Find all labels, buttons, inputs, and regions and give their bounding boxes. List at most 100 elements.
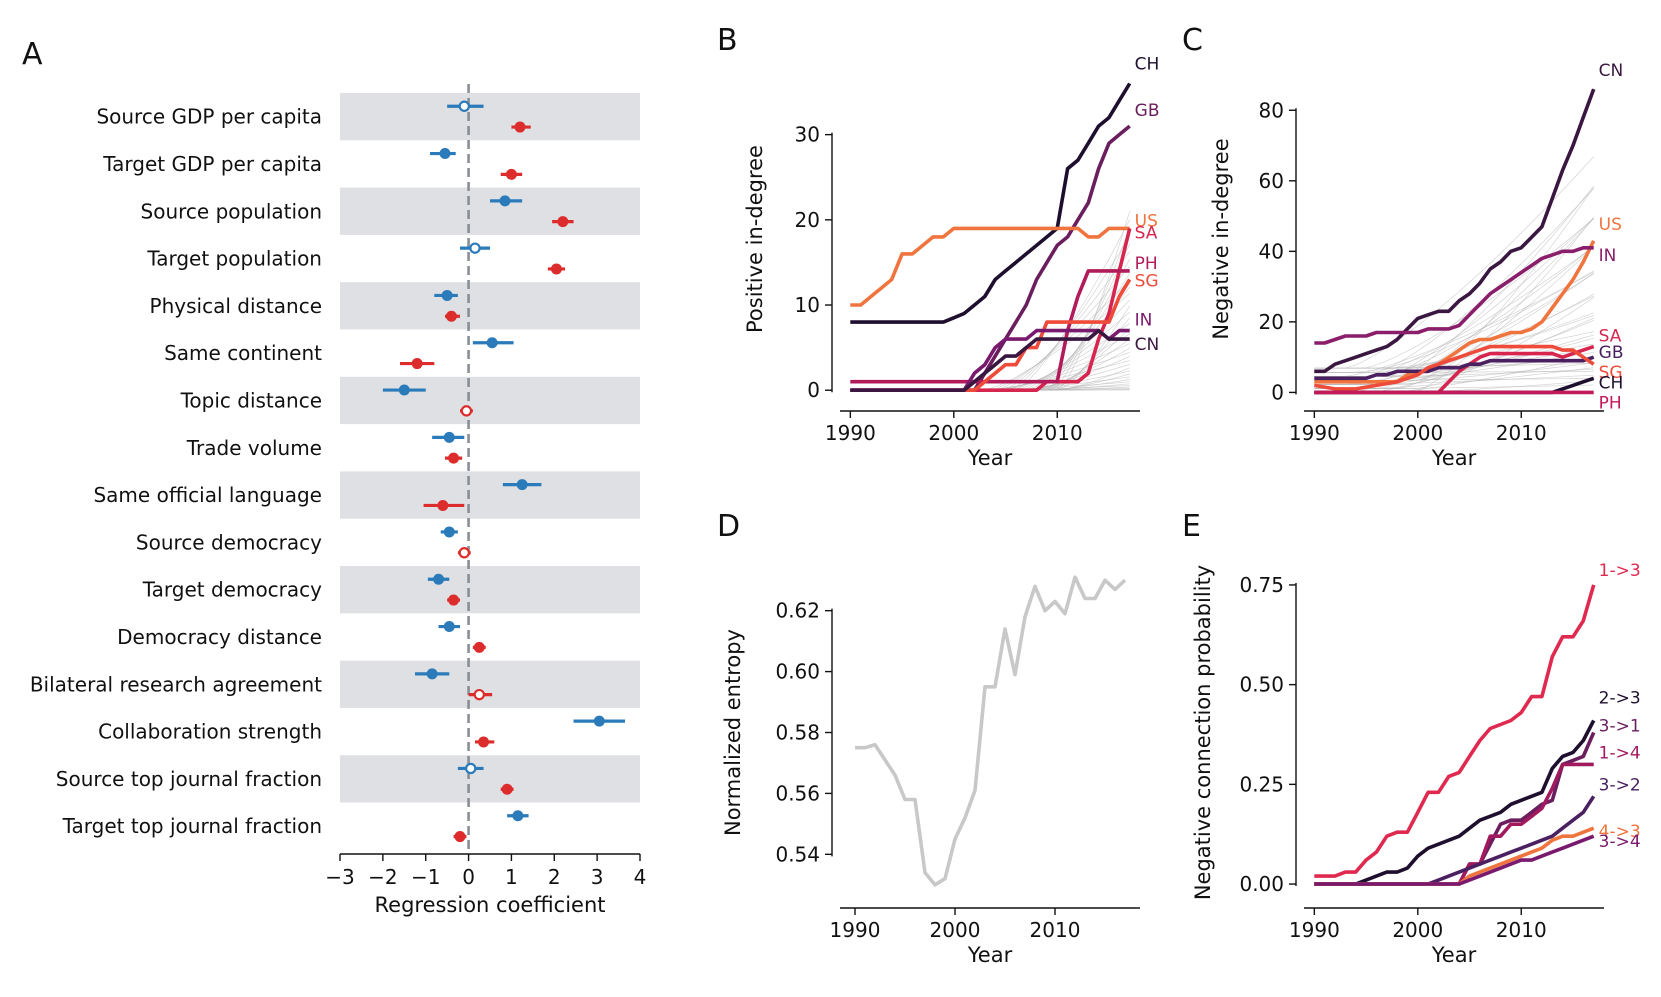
row-band bbox=[340, 566, 640, 614]
x-tick-label: 2000 bbox=[1392, 421, 1443, 445]
y-axis-title: Positive in-degree bbox=[743, 145, 767, 333]
blue-point bbox=[398, 384, 410, 396]
red-point bbox=[448, 452, 460, 464]
series-end-label: SG bbox=[1135, 271, 1159, 291]
blue-point bbox=[426, 668, 438, 680]
background-trajectory bbox=[1314, 156, 1594, 369]
coef-row-bilateral-research-agreement: Bilateral research agreement bbox=[30, 668, 493, 701]
series-end-label: GB bbox=[1135, 101, 1160, 121]
series-line-3-1 bbox=[1314, 731, 1596, 886]
blue-point bbox=[433, 573, 445, 585]
row-label: Democracy distance bbox=[117, 625, 322, 649]
row-band bbox=[340, 93, 640, 141]
background-trajectory bbox=[1314, 271, 1594, 377]
series-line-sg bbox=[850, 278, 1132, 393]
x-axis-title: Year bbox=[967, 943, 1013, 967]
blue-point bbox=[439, 148, 451, 160]
coef-row-source-top-journal-fraction: Source top journal fraction bbox=[56, 762, 514, 795]
red-point bbox=[550, 263, 562, 275]
red-point bbox=[458, 547, 470, 559]
row-label: Target GDP per capita bbox=[102, 152, 322, 176]
series-end-label: PH bbox=[1599, 393, 1622, 413]
y-axis-title: Negative connection probability bbox=[1191, 565, 1215, 900]
series-end-label: PH bbox=[1135, 254, 1158, 274]
red-point bbox=[411, 358, 423, 370]
x-tick-label: 1990 bbox=[1289, 918, 1340, 942]
red-point bbox=[501, 783, 513, 795]
row-label: Same official language bbox=[93, 483, 322, 507]
red-point bbox=[460, 405, 473, 417]
y-tick-label: 0.56 bbox=[775, 781, 820, 805]
coef-row-democracy-distance: Democracy distance bbox=[117, 621, 486, 653]
coef-row-target-top-journal-fraction: Target top journal fraction bbox=[62, 810, 529, 843]
series-end-label: 3->2 bbox=[1599, 775, 1641, 795]
y-tick-label: 0.75 bbox=[1239, 573, 1284, 597]
x-tick-label: 2010 bbox=[1496, 421, 1547, 445]
blue-point bbox=[443, 526, 455, 538]
row-label: Target democracy bbox=[142, 578, 322, 602]
panel-letter-d: D bbox=[717, 509, 740, 544]
x-axis: −3 −2 −1 0 1 2 3 4 bbox=[325, 853, 647, 889]
y-tick-label: 0 bbox=[1271, 380, 1284, 404]
red-point bbox=[454, 831, 466, 843]
row-label: Physical distance bbox=[150, 294, 322, 318]
series-end-label: GB bbox=[1599, 343, 1624, 363]
axes: 0.54 0.56 0.58 0.60 0.62 1990 2000 2010 bbox=[775, 599, 1140, 942]
negative-connection-probability-chart: 1->3 2->3 3->1 1->4 3->2 4->33->4 0.00 0.25 0.5… bbox=[1191, 561, 1641, 967]
coef-row-same-continent: Same continent bbox=[164, 337, 514, 370]
series-end-label: IN bbox=[1135, 311, 1153, 331]
row-band bbox=[340, 282, 640, 330]
row-band bbox=[340, 660, 640, 708]
series-end-label: CN bbox=[1599, 61, 1624, 81]
series-line-ch bbox=[850, 82, 1132, 324]
series-line-3-4 bbox=[1314, 834, 1595, 886]
row-label: Source top journal fraction bbox=[56, 767, 322, 791]
x-tick-label: 2000 bbox=[930, 918, 981, 942]
coef-row-physical-distance: Physical distance bbox=[150, 289, 460, 322]
blue-point bbox=[458, 100, 470, 112]
y-tick-label: 60 bbox=[1259, 169, 1284, 193]
x-tick-label: −1 bbox=[411, 865, 440, 889]
y-axis-title: Normalized entropy bbox=[721, 629, 745, 836]
axes: 0 20 40 60 80 1990 2000 2010 bbox=[1259, 98, 1604, 445]
row-label: Bilateral research agreement bbox=[30, 672, 322, 696]
axes: 0.00 0.25 0.50 0.75 1990 2000 2010 bbox=[1239, 573, 1604, 942]
red-point bbox=[557, 216, 569, 228]
blue-point bbox=[593, 715, 605, 727]
background-trajectory bbox=[1314, 188, 1594, 373]
x-axis-title: Year bbox=[1431, 943, 1477, 967]
coefficient-rows: Source GDP per capita Target GDP per capi… bbox=[30, 100, 625, 843]
coef-row-source-gdp-per-capita: Source GDP per capita bbox=[96, 100, 531, 133]
series-end-label: 3->1 bbox=[1599, 717, 1641, 737]
series-line-cn bbox=[1314, 88, 1596, 374]
y-tick-label: 0.00 bbox=[1239, 872, 1284, 896]
x-tick-label: 2000 bbox=[1392, 918, 1443, 942]
coef-row-collaboration-strength: Collaboration strength bbox=[98, 715, 625, 748]
row-label: Same continent bbox=[164, 341, 322, 365]
y-tick-label: 30 bbox=[795, 123, 820, 147]
series-end-label: 4->3 bbox=[1599, 822, 1641, 842]
blue-point bbox=[441, 289, 453, 301]
x-tick-label: 3 bbox=[591, 865, 604, 889]
red-point bbox=[437, 499, 449, 511]
red-point bbox=[473, 688, 485, 701]
row-label: Topic distance bbox=[180, 388, 322, 412]
coef-row-same-official-language: Same official language bbox=[93, 479, 542, 511]
series-line-4-3 bbox=[1314, 826, 1595, 886]
series-end-label: 1->3 bbox=[1599, 561, 1641, 581]
row-bands bbox=[340, 93, 640, 803]
x-tick-label: 2010 bbox=[1496, 918, 1547, 942]
x-tick-label: 4 bbox=[634, 865, 647, 889]
blue-point bbox=[512, 810, 524, 822]
series-line-1-3 bbox=[1314, 584, 1596, 878]
series-line-sa bbox=[1314, 344, 1595, 395]
x-axis-title: Year bbox=[1431, 446, 1477, 470]
x-tick-label: 2010 bbox=[1030, 918, 1081, 942]
row-label: Target population bbox=[146, 247, 322, 271]
series-line-2-3 bbox=[1314, 719, 1596, 886]
series-line-cn bbox=[850, 328, 1130, 393]
